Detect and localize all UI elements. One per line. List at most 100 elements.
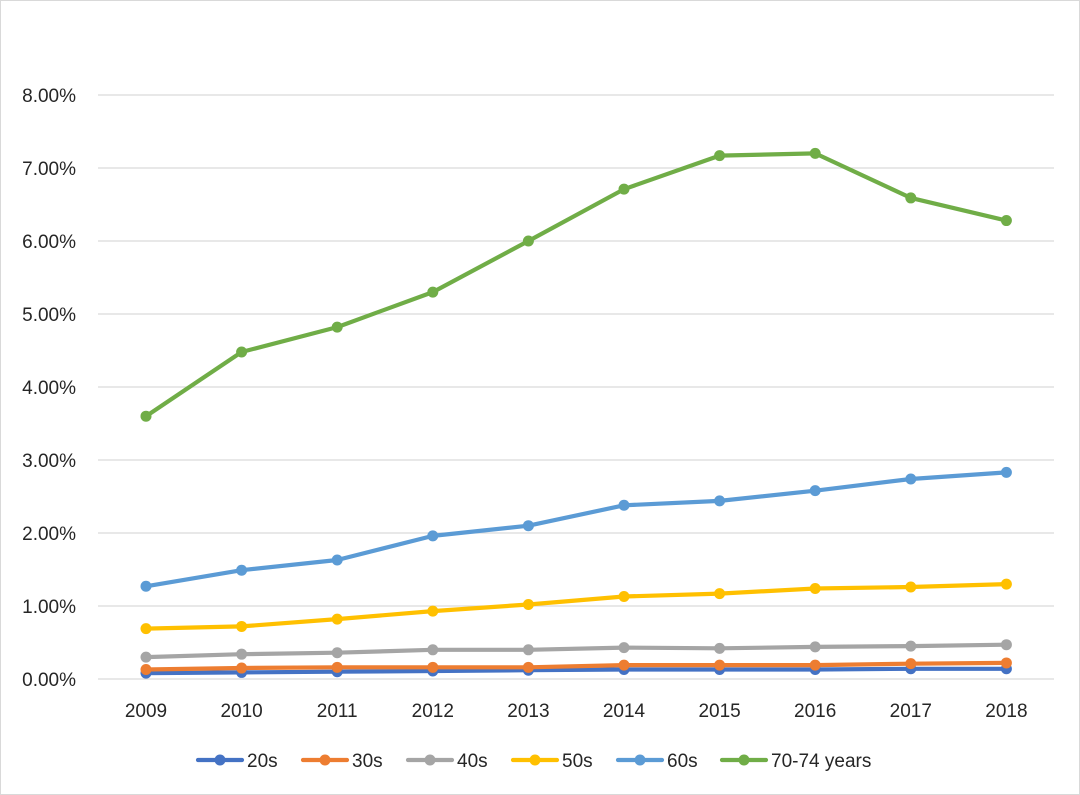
series-line [143,660,1009,672]
data-point [522,644,534,656]
series-layer [140,147,1012,679]
data-point [809,147,821,159]
series-line [143,151,1009,419]
x-tick-label: 2014 [603,701,646,722]
data-point [714,659,726,671]
x-tick-label: 2017 [890,701,932,722]
data-point [1000,657,1012,669]
data-point [140,623,152,635]
legend-item: 40s [405,751,488,772]
legend-label: 60s [667,751,698,772]
y-tick-label: 7.00% [22,159,76,180]
legend-marker [214,754,226,766]
data-point [809,641,821,653]
data-point [140,651,152,663]
y-tick-label: 6.00% [22,232,76,253]
x-tick-label: 2009 [125,701,167,722]
data-point [1000,578,1012,590]
y-tick-label: 0.00% [22,670,76,691]
data-point [714,495,726,507]
data-point [809,659,821,671]
data-point [236,564,248,576]
series-60s [140,466,1012,592]
data-point [714,588,726,600]
x-tick-label: 2011 [317,701,358,722]
series-40s [140,639,1012,663]
data-point [236,648,248,660]
data-point [236,620,248,632]
x-tick-label: 2012 [412,701,454,722]
data-point [331,554,343,566]
data-point [905,581,917,593]
data-point [618,183,630,195]
data-point [140,410,152,422]
y-axis-tick-labels: 0.00% 1.00% 2.00% 3.00% 4.00% 5.00% 6.00% 7.00%… [22,86,76,691]
legend-item: 20s [195,751,278,772]
data-point [809,485,821,497]
legend-item: 60s [615,751,698,772]
legend-marker [529,754,541,766]
data-point [427,530,439,542]
data-point [905,473,917,485]
data-point [427,286,439,298]
data-point [522,520,534,532]
data-point [522,599,534,611]
data-point [1000,639,1012,651]
data-point [522,661,534,673]
data-point [331,321,343,333]
gridlines [98,94,1054,680]
x-tick-label: 2013 [507,701,549,722]
legend-marker [319,754,331,766]
data-point [1000,215,1012,227]
y-tick-label: 4.00% [22,378,76,399]
data-point [331,613,343,625]
data-point [236,662,248,674]
series-30s [140,657,1012,676]
series-50s [140,578,1012,635]
y-tick-label: 5.00% [22,305,76,326]
legend-item: 50s [510,751,593,772]
legend-label: 40s [457,751,488,772]
y-tick-label: 2.00% [22,524,76,545]
series-line [143,642,1009,660]
legend-item: 70-74 years [719,751,871,772]
x-axis-tick-labels: 2009 2010 2011 2012 2013 2014 2015 2016 2017 2018 [125,701,1028,722]
legend-item: 30s [300,751,383,772]
data-point [1000,466,1012,478]
data-point [809,582,821,594]
legend-marker [424,754,436,766]
series-line [143,581,1009,631]
series-line [143,470,1009,589]
data-point [522,235,534,247]
legend-label: 30s [352,751,383,772]
legend-label: 50s [562,751,593,772]
x-tick-label: 2015 [698,701,740,722]
legend: 20s 30s 40s 50s 60s 70-74 years [195,751,871,772]
data-point [618,499,630,511]
data-point [331,661,343,673]
data-point [140,664,152,676]
legend-marker [634,754,646,766]
series-70-74-years [140,147,1012,422]
y-tick-label: 1.00% [22,597,76,618]
data-point [427,644,439,656]
data-point [427,605,439,617]
legend-label: 70-74 years [771,751,871,772]
series-line [143,666,1009,676]
data-point [714,150,726,162]
x-tick-label: 2016 [794,701,836,722]
data-point [618,591,630,603]
data-point [331,647,343,659]
data-point [618,642,630,654]
y-tick-label: 8.00% [22,86,76,107]
x-tick-label: 2018 [985,701,1027,722]
data-point [714,642,726,654]
data-point [427,661,439,673]
data-point [905,658,917,670]
y-tick-label: 3.00% [22,451,76,472]
legend-marker [738,754,750,766]
legend-label: 20s [247,751,278,772]
data-point [618,659,630,671]
data-point [905,640,917,652]
